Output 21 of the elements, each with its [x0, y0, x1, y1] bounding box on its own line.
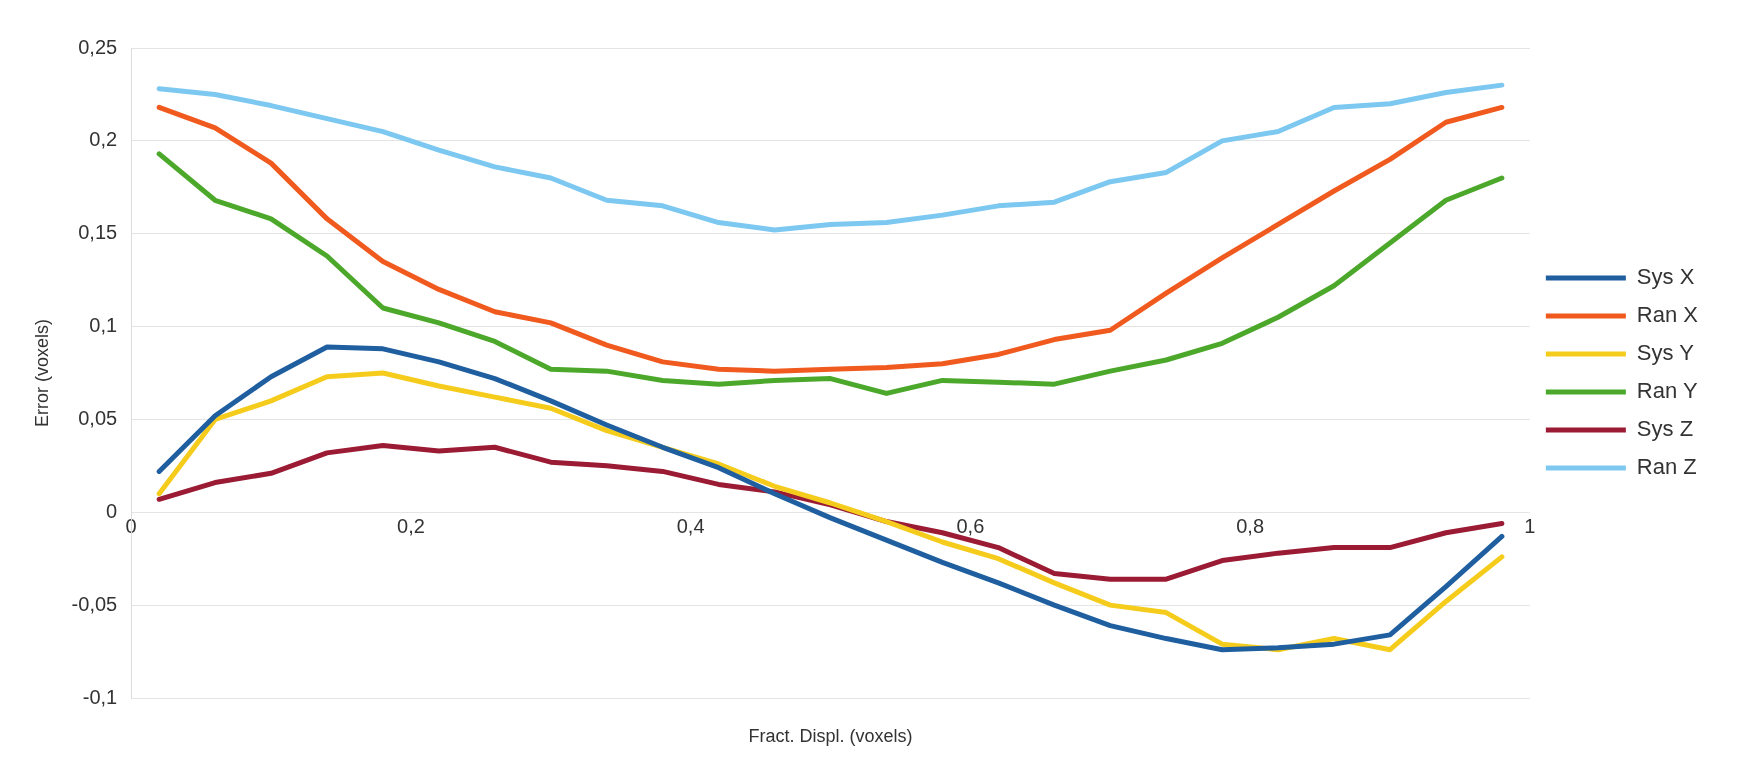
y-tick-label: -0,1 — [82, 685, 118, 708]
x-tick-label: 1 — [1524, 514, 1536, 537]
legend-label: Sys Y — [1636, 340, 1695, 366]
y-tick-label: -0,05 — [71, 592, 118, 615]
y-tick-label: 0,15 — [78, 221, 118, 244]
legend-label: Ran Y — [1636, 378, 1698, 404]
x-tick-label: 0,8 — [1236, 514, 1265, 537]
x-tick-label: 0,4 — [676, 514, 705, 537]
x-tick-label: 0,6 — [956, 514, 985, 537]
y-tick-label: 0,05 — [78, 406, 118, 429]
legend-label: Sys X — [1636, 264, 1695, 290]
y-axis-title: Error (voxels) — [31, 318, 52, 428]
y-tick-label: 0 — [106, 499, 118, 522]
legend-label: Ran X — [1636, 302, 1699, 328]
y-tick-label: 0,25 — [78, 35, 118, 58]
x-tick-label: 0,2 — [397, 514, 425, 537]
y-tick-label: 0,2 — [89, 128, 118, 151]
y-tick-label: 0,1 — [89, 314, 118, 337]
legend-label: Ran Z — [1636, 454, 1697, 480]
legend-label: Sys Z — [1636, 416, 1694, 442]
x-axis-title: Fract. Displ. (voxels) — [748, 725, 913, 746]
